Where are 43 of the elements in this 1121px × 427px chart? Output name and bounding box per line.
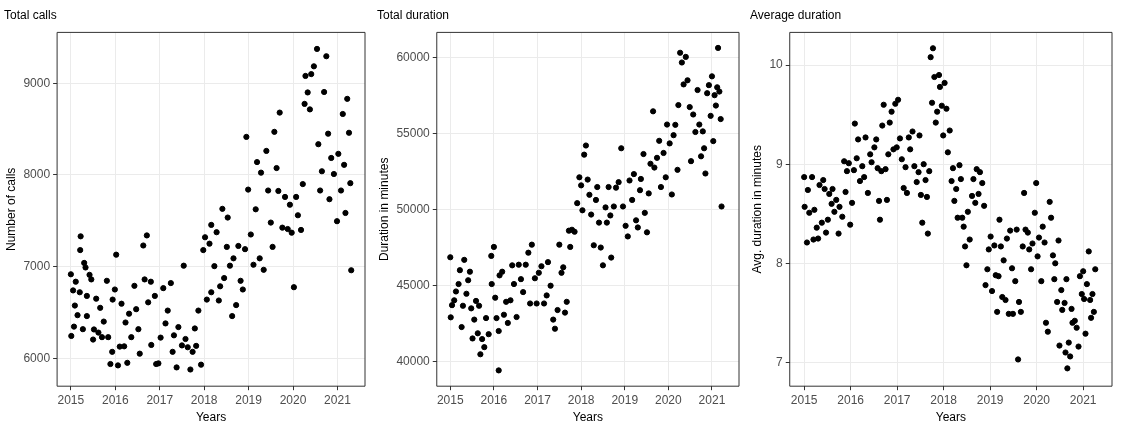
x-axis-title: Years (572, 410, 604, 425)
x-tick-label: 2017 (146, 392, 174, 407)
x-tick-label: 2017 (524, 392, 552, 407)
y-tick-label: 40000 (396, 354, 431, 369)
x-tick-label: 2016 (837, 392, 865, 407)
x-tick-label: 2019 (611, 392, 639, 407)
y-tick-label: 55000 (396, 125, 431, 140)
x-tick-label: 2019 (976, 392, 1004, 407)
y-tick-label: 6000 (23, 350, 51, 365)
x-tick-label: 2020 (655, 392, 683, 407)
x-tick-label: 2018 (930, 392, 958, 407)
x-tick-label: 2018 (190, 392, 218, 407)
x-tick-label: 2021 (1069, 392, 1097, 407)
x-tick-label: 2020 (279, 392, 307, 407)
x-tick-label: 2018 (567, 392, 595, 407)
chart-title: Total duration (377, 7, 450, 22)
x-tick-label: 2015 (57, 392, 85, 407)
y-tick-label: 10 (769, 57, 784, 72)
x-tick-label: 2017 (883, 392, 911, 407)
y-tick-label: 9000 (23, 75, 51, 90)
y-tick-label: 60000 (396, 49, 431, 64)
x-tick-label: 2019 (235, 392, 263, 407)
chart-title: Average duration (750, 7, 842, 22)
y-tick-label: 7000 (23, 258, 51, 273)
x-axis-title: Years (935, 410, 966, 425)
x-tick-label: 2016 (480, 392, 508, 407)
x-tick-label: 2016 (101, 392, 129, 407)
y-tick-label: 9 (776, 156, 784, 171)
x-tick-label: 2020 (1023, 392, 1051, 407)
x-tick-label: 2021 (324, 392, 352, 407)
y-tick-label: 45000 (396, 278, 431, 293)
x-tick-label: 2015 (790, 392, 818, 407)
y-tick-label: 8000 (23, 167, 51, 182)
y-tick-label: 50000 (396, 201, 431, 216)
chart-title: Total calls (4, 7, 57, 22)
y-axis-title: Number of calls (3, 167, 18, 251)
y-tick-label: 7 (776, 354, 784, 369)
x-axis-title: Years (195, 410, 227, 425)
x-tick-label: 2015 (436, 392, 464, 407)
y-axis-title: Avg. duration in minutes (749, 145, 764, 274)
y-axis-title: Duration in minutes (376, 157, 391, 261)
y-tick-label: 8 (776, 255, 784, 270)
x-tick-label: 2021 (698, 392, 726, 407)
